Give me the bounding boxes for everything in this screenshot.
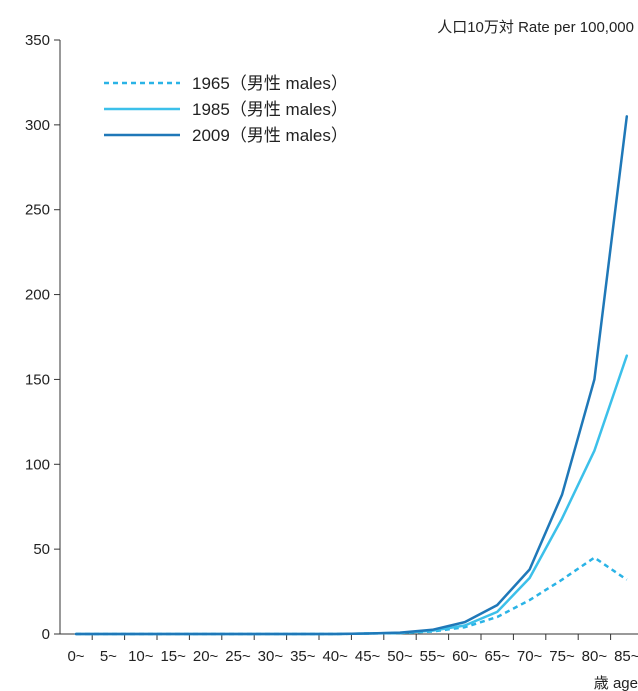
x-tick-label: 75~ xyxy=(549,648,575,665)
y-axis: 0 50 100 150 200 250 300 350 xyxy=(25,32,60,643)
y-tick-label: 350 xyxy=(25,32,50,49)
x-tick-label: 5~ xyxy=(100,648,117,665)
x-tick-label: 10~ xyxy=(128,648,154,665)
x-tick-label: 25~ xyxy=(225,648,251,665)
y-tick-label: 300 xyxy=(25,117,50,134)
series-line-0 xyxy=(76,556,628,636)
x-tick-label: 15~ xyxy=(160,648,186,665)
y-tick-label: 150 xyxy=(25,371,50,388)
series-line-2 xyxy=(74,115,629,636)
y-axis-title: 人口10万対 Rate per 100,000 xyxy=(437,19,634,36)
legend-label-1: 1985（男性 males） xyxy=(192,100,348,119)
x-axis: 0~ 5~ 10~ 15~ 20~ 25~ 30~ 35~ 40~ 45~ 50~ 55~ 60~ 65~… xyxy=(67,634,638,665)
x-tick-label: 80~ xyxy=(582,648,608,665)
x-tick-label: 45~ xyxy=(355,648,381,665)
x-tick-label: 0~ xyxy=(67,648,84,665)
x-tick-label: 20~ xyxy=(193,648,219,665)
y-tick-label: 200 xyxy=(25,287,50,304)
x-tick-label: 60~ xyxy=(452,648,478,665)
x-tick-label: 55~ xyxy=(420,648,446,665)
legend-label-0: 1965（男性 males） xyxy=(192,74,348,93)
x-tick-label: 35~ xyxy=(290,648,316,665)
x-tick-label: 50~ xyxy=(387,648,413,665)
legend-label-2: 2009（男性 males） xyxy=(192,126,348,145)
series-line-1 xyxy=(74,354,629,636)
y-tick-label: 100 xyxy=(25,456,50,473)
series-lines xyxy=(74,115,629,636)
y-tick-label: 250 xyxy=(25,202,50,219)
y-tick-label: 50 xyxy=(33,541,50,558)
x-tick-label: 40~ xyxy=(322,648,348,665)
x-tick-label: 30~ xyxy=(258,648,284,665)
legend: 1965（男性 males） 1985（男性 males） 2009（男性 male… xyxy=(104,74,348,145)
x-axis-title: 歳 age xyxy=(594,675,638,691)
x-tick-label: 85~ xyxy=(614,648,638,665)
y-tick-label: 0 xyxy=(42,626,50,643)
x-tick-label: 65~ xyxy=(484,648,510,665)
x-tick-label: 70~ xyxy=(517,648,543,665)
